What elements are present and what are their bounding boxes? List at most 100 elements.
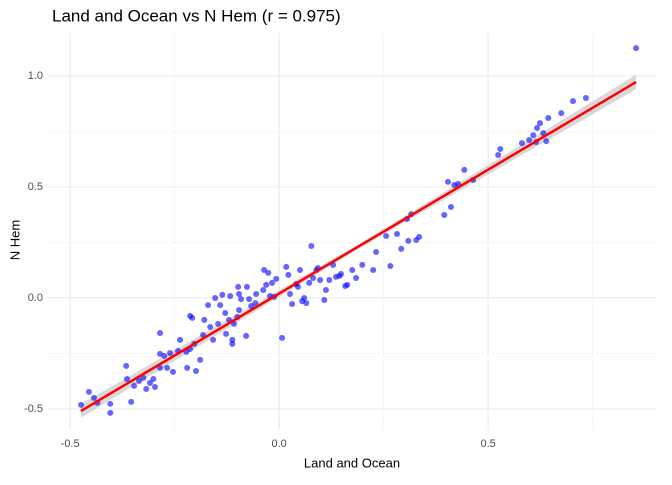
point [238, 296, 245, 303]
point [229, 336, 236, 343]
point [526, 136, 533, 143]
point [263, 281, 270, 288]
point [398, 245, 405, 252]
regression-line [80, 80, 637, 412]
point [265, 269, 272, 276]
point [497, 146, 504, 153]
point [518, 140, 525, 147]
point [283, 263, 290, 270]
point [338, 270, 345, 277]
point [543, 138, 550, 145]
point [107, 400, 114, 407]
point [236, 290, 243, 297]
point [128, 398, 135, 405]
y-tick-label: -0.5 [24, 403, 43, 415]
point [78, 401, 85, 408]
x-tick-label: 0.0 [271, 438, 286, 450]
point [248, 302, 255, 309]
point [495, 152, 502, 159]
point [534, 124, 541, 131]
point [261, 267, 268, 274]
point [207, 324, 214, 331]
point [287, 290, 294, 297]
point [217, 302, 224, 309]
point [545, 114, 552, 121]
point [131, 382, 138, 389]
point [243, 283, 250, 290]
point [161, 352, 168, 359]
point [297, 267, 304, 274]
point [143, 385, 150, 392]
point [308, 243, 315, 250]
point [540, 130, 547, 137]
point [310, 274, 317, 281]
point [85, 388, 92, 395]
point [558, 110, 565, 117]
point [569, 98, 576, 105]
point [136, 377, 143, 384]
point [167, 349, 174, 356]
point [184, 364, 191, 371]
point [445, 178, 452, 185]
point [321, 296, 328, 303]
point [373, 249, 380, 256]
point [205, 302, 212, 309]
point [253, 290, 260, 297]
point [107, 409, 114, 416]
point [394, 231, 401, 238]
point [152, 383, 159, 390]
point [212, 294, 219, 301]
point [269, 279, 276, 286]
x-tick-label: -0.5 [61, 438, 80, 450]
point [370, 267, 377, 274]
point [169, 368, 176, 375]
point [349, 267, 356, 274]
point [405, 237, 412, 244]
point [215, 320, 222, 327]
point [633, 45, 640, 52]
y-tick-label: 0.5 [28, 181, 43, 193]
point [536, 120, 543, 127]
point [279, 334, 286, 341]
point [582, 95, 589, 102]
point [306, 279, 313, 286]
point [387, 263, 394, 270]
point [383, 233, 390, 240]
point [344, 281, 351, 288]
point [197, 356, 204, 363]
point [219, 291, 226, 298]
point [150, 375, 157, 382]
point [273, 275, 280, 282]
point [189, 314, 196, 321]
point [177, 336, 184, 343]
point [246, 296, 253, 303]
point [353, 274, 360, 281]
point [157, 330, 164, 337]
point [301, 294, 308, 301]
x-axis-label: Land and Ocean [304, 455, 400, 470]
y-axis-label: N Hem [7, 220, 22, 260]
point [285, 271, 292, 278]
point [210, 336, 217, 343]
point [260, 286, 267, 293]
point [90, 394, 97, 401]
point [530, 132, 537, 139]
point [164, 364, 171, 371]
y-tick-label: 1.0 [28, 70, 43, 82]
point [289, 300, 296, 307]
y-tick-label: 0.0 [28, 292, 43, 304]
point [235, 283, 242, 290]
x-tick-label: 0.5 [480, 438, 495, 450]
point [359, 261, 366, 268]
point [123, 362, 130, 369]
point [227, 292, 234, 299]
point [146, 379, 153, 386]
point [326, 276, 333, 283]
point [294, 283, 301, 290]
point [252, 300, 259, 307]
point [123, 375, 130, 382]
point [201, 316, 208, 323]
point [303, 300, 310, 307]
point [461, 166, 468, 173]
